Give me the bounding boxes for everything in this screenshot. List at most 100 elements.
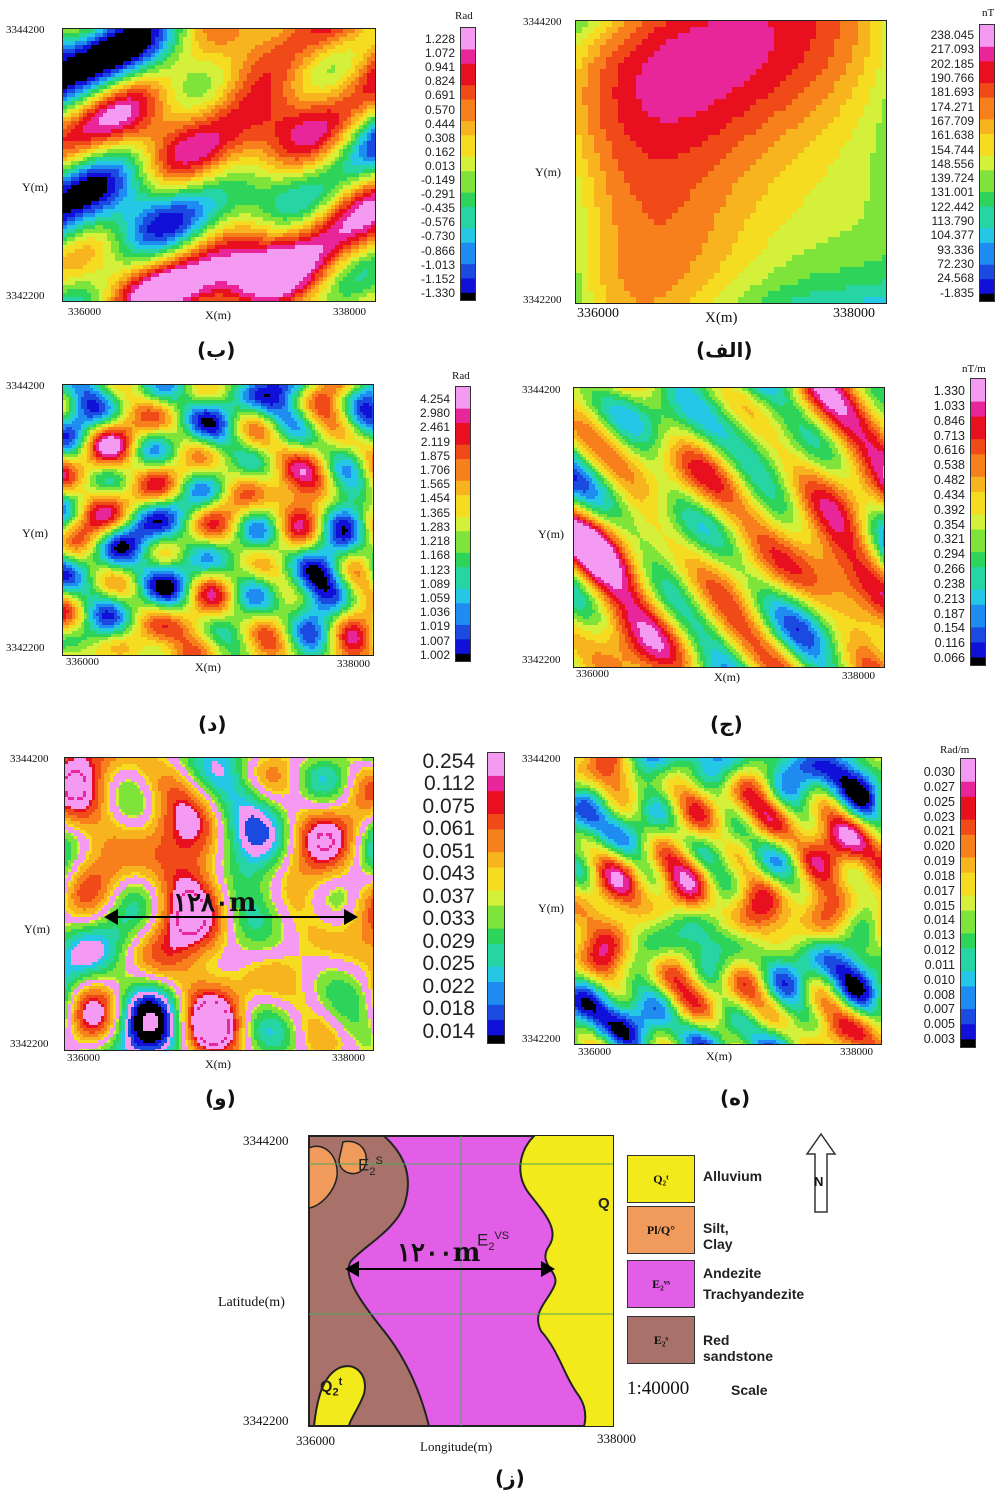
colorbar-label: 0.238 <box>934 577 965 591</box>
unit-label-es2: E2S <box>358 1155 383 1178</box>
colorbar-label: 0.434 <box>934 488 965 502</box>
legend-label-alluvium: Alluvium <box>703 1168 762 1184</box>
map-dal <box>62 384 374 656</box>
colorbar-label: 1.454 <box>420 491 450 505</box>
colorbar-label: 0.007 <box>924 1002 955 1016</box>
arrow-head-left-icon <box>104 909 118 925</box>
x-tick-left: 336000 <box>68 306 101 318</box>
colorbar-label: 202.185 <box>931 57 974 71</box>
unit-label-evs2: E2VS <box>477 1230 509 1253</box>
colorbar-label: 0.030 <box>924 765 955 779</box>
y-axis-label: Y(m) <box>22 180 48 195</box>
colorbar-labels: 1.330 1.033 0.846 0.713 0.616 0.538 0.482 0.434… <box>890 384 965 666</box>
x-tick-right: 338000 <box>337 658 370 670</box>
arrow-head-right-icon <box>344 909 358 925</box>
colorbar-labels: 1.228 1.072 0.941 0.824 0.691 0.570 0.444 0.308… <box>380 32 455 300</box>
x-tick-left: 336000 <box>578 1046 611 1058</box>
colorbar-label: 0.003 <box>924 1032 955 1046</box>
distance-arrow <box>112 916 352 918</box>
colorbar-label: 0.066 <box>934 651 965 665</box>
colorbar-label: 0.254 <box>422 750 475 774</box>
x-tick-left: 336000 <box>67 1052 100 1064</box>
colorbar-label: 154.744 <box>931 143 974 157</box>
colorbar-label: 174.271 <box>931 100 974 114</box>
colorbar-label: 1.007 <box>420 634 450 648</box>
colorbar-labels: 4.254 2.980 2.461 2.119 1.875 1.706 1.565 1.454… <box>375 392 450 662</box>
y-tick-top: 3344200 <box>10 753 49 765</box>
unit-label-q2: Q2t <box>320 1376 342 1399</box>
colorbar-label: 0.014 <box>422 1020 475 1044</box>
legend-label-silt-clay: Silt, Clay <box>703 1220 733 1252</box>
colorbar-label: 2.119 <box>421 435 450 449</box>
colorbar-label: 0.010 <box>924 973 955 987</box>
caption-alef: (الف) <box>696 338 752 362</box>
colorbar-jim <box>970 378 986 666</box>
arrow-head-right-icon <box>541 1261 555 1277</box>
x-axis-label: Longitude(m) <box>420 1439 492 1455</box>
colorbar-label: 0.022 <box>422 975 475 999</box>
y-axis-label: Y(m) <box>22 526 48 541</box>
scale-label: Scale <box>731 1382 768 1398</box>
colorbar-label: 0.025 <box>924 795 955 809</box>
colorbar-label: 1.228 <box>425 32 455 46</box>
north-label: N <box>814 1174 823 1189</box>
colorbar-label: 0.538 <box>934 458 965 472</box>
colorbar-dal <box>455 386 471 662</box>
colorbar-label: 0.029 <box>422 930 475 954</box>
colorbar-label: 0.616 <box>934 443 965 457</box>
colorbar-label: -0.576 <box>421 215 455 229</box>
x-tick-left: 336000 <box>296 1433 335 1449</box>
map-jim <box>573 387 885 668</box>
y-tick-top: 3344200 <box>522 384 561 396</box>
colorbar-label: 0.308 <box>425 131 455 145</box>
colorbar-label: 0.294 <box>934 547 965 561</box>
distance-arrow <box>352 1268 548 1270</box>
y-tick-bottom: 3342200 <box>522 1033 561 1045</box>
caption-dal: (د) <box>198 712 227 736</box>
colorbar-label: 2.980 <box>420 406 450 420</box>
colorbar-label: 0.012 <box>924 943 955 957</box>
colorbar-label: 4.254 <box>420 392 450 406</box>
x-tick-right: 338000 <box>332 1052 365 1064</box>
colorbar-label: 0.023 <box>924 810 955 824</box>
x-tick-right: 338000 <box>842 670 875 682</box>
x-axis-label: X(m) <box>705 310 738 327</box>
colorbar-label: 1.089 <box>420 577 450 591</box>
x-axis-label: X(m) <box>195 660 221 675</box>
x-tick-left: 336000 <box>66 656 99 668</box>
caption-be: (ب) <box>197 338 235 362</box>
colorbar-label: 1.283 <box>420 520 450 534</box>
y-axis-label: Latitude(m) <box>218 1295 285 1311</box>
scale-value: 1:40000 <box>627 1378 689 1400</box>
colorbar-label: 0.018 <box>422 997 475 1021</box>
x-tick-right: 338000 <box>833 306 875 322</box>
colorbar-label: 0.013 <box>924 928 955 942</box>
y-tick-top: 3344200 <box>6 380 45 392</box>
map-vav <box>64 757 374 1051</box>
x-axis-label: X(m) <box>706 1049 732 1064</box>
x-axis-label: X(m) <box>714 670 740 685</box>
map-he <box>574 757 882 1045</box>
geology-map <box>308 1135 614 1427</box>
colorbar-label: 0.266 <box>934 562 965 576</box>
x-axis-label: X(m) <box>205 308 231 323</box>
arrow-head-left-icon <box>345 1261 359 1277</box>
colorbar-label: 93.336 <box>937 243 974 257</box>
x-axis-label: X(m) <box>205 1057 231 1072</box>
colorbar-label: 0.017 <box>924 884 955 898</box>
colorbar-label: 167.709 <box>931 114 974 128</box>
colorbar-label: 148.556 <box>931 157 974 171</box>
colorbar-label: 113.790 <box>932 214 975 228</box>
colorbar-labels: 0.030 0.027 0.025 0.023 0.021 0.020 0.019 0.018… <box>878 765 955 1047</box>
north-arrow-icon <box>805 1132 837 1219</box>
colorbar-label: 0.014 <box>924 913 955 927</box>
legend-swatch-alluvium: Q₂ᵗ <box>627 1155 695 1203</box>
colorbar-label: 0.713 <box>934 429 965 443</box>
colorbar-label: 1.072 <box>425 46 455 60</box>
colorbar-label: 0.824 <box>425 74 455 88</box>
colorbar-label: 1.036 <box>420 605 450 619</box>
colorbar-label: 0.213 <box>934 592 965 606</box>
colorbar-label: 2.461 <box>420 420 450 434</box>
colorbar-label: 238.045 <box>931 28 974 42</box>
colorbar-label: 72.230 <box>937 257 974 271</box>
